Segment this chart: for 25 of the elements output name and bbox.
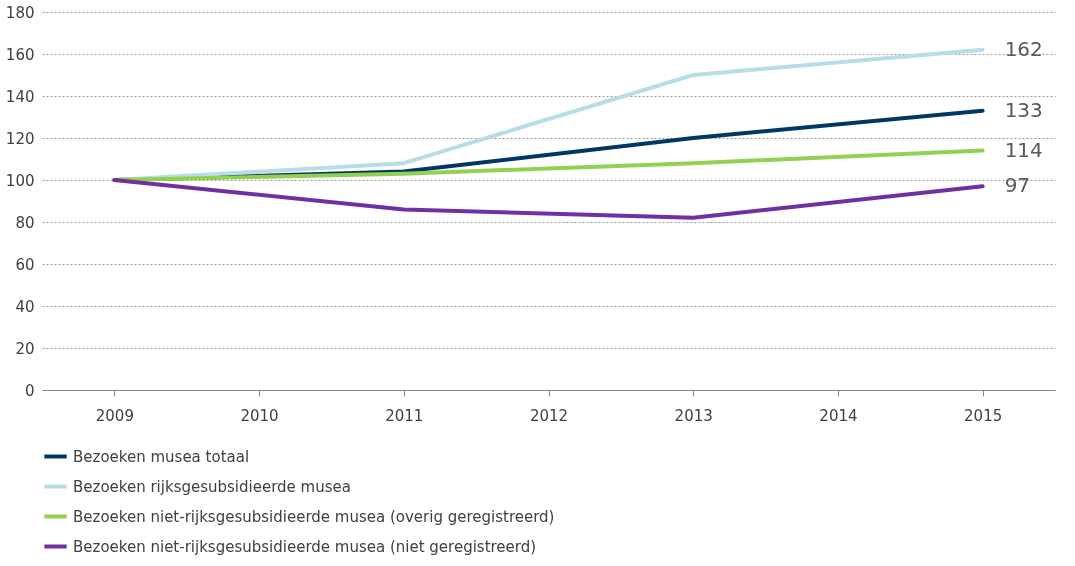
data-label: 97 [1004,173,1031,198]
y-tick-label: 140 [5,87,35,106]
y-tick-label: 180 [5,3,35,22]
legend-label: Bezoeken niet-rijksgesubsidieerde musea (overig geregistreerd) [73,507,555,526]
x-tick-label: 2015 [964,406,1003,425]
x-tick-label: 2014 [819,406,858,425]
y-tick-label: 160 [5,45,35,64]
y-tick-label: 20 [15,339,35,358]
x-tick-label: 2011 [385,406,424,425]
y-tick-label: 100 [5,171,35,190]
y-tick-label: 80 [15,213,35,232]
x-tick-label: 2013 [674,406,713,425]
y-tick-label: 60 [15,255,35,274]
x-tick-label: 2012 [529,406,569,425]
data-label: 114 [1004,137,1043,162]
y-tick-label: 40 [15,297,35,316]
x-tick-label: 2010 [240,406,279,425]
y-tick-label: 120 [5,129,35,148]
data-label: 162 [1004,36,1043,61]
legend-label: Bezoeken musea totaal [73,447,250,466]
x-tick-label: 2009 [95,406,134,425]
legend-label: Bezoeken rijksgesubsidieerde musea [73,477,351,496]
y-tick-label: 0 [24,381,35,400]
legend-label: Bezoeken niet-rijksgesubsidieerde musea (niet geregistreerd) [73,537,537,556]
data-label: 133 [1004,97,1043,122]
